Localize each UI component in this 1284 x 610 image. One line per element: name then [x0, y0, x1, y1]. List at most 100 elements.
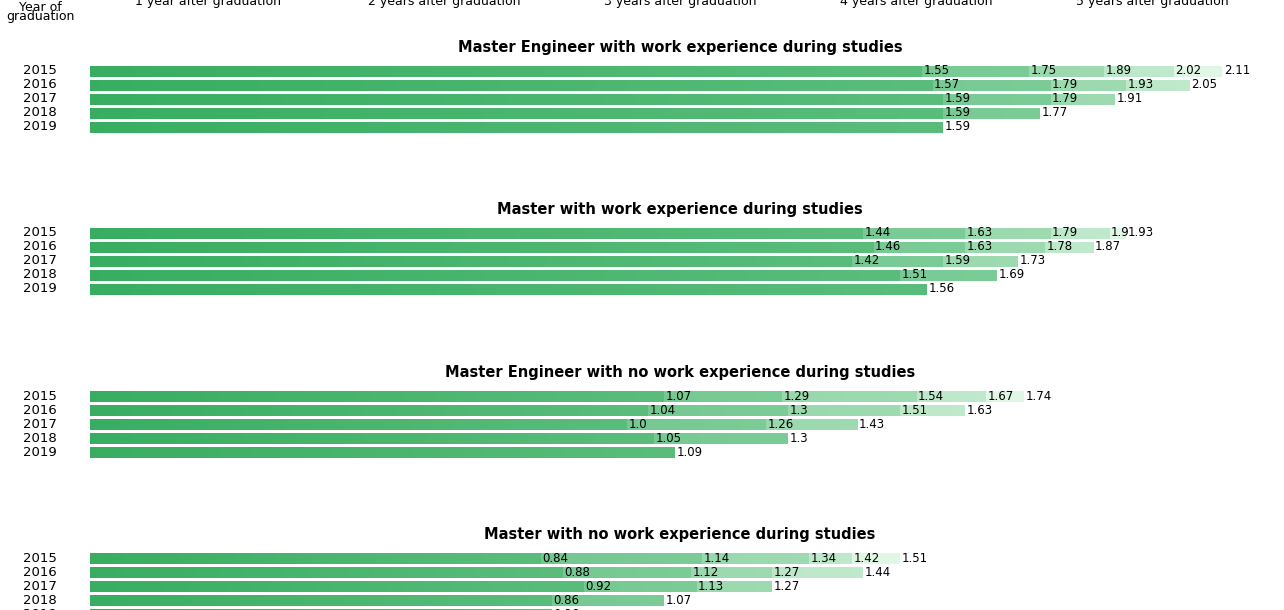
Bar [698, 228, 709, 239]
Bar [496, 121, 506, 132]
Bar [221, 107, 232, 118]
Bar [1097, 228, 1109, 239]
Bar [164, 418, 171, 429]
Bar [524, 567, 534, 578]
Bar [413, 256, 424, 267]
Bar [361, 609, 367, 610]
Bar [322, 553, 334, 564]
Bar [1026, 93, 1039, 104]
Bar [217, 418, 226, 429]
Bar [433, 256, 443, 267]
Bar [909, 228, 921, 239]
Bar [90, 553, 100, 564]
Bar [628, 581, 636, 592]
Bar [473, 65, 487, 76]
Bar [541, 418, 551, 429]
Bar [280, 65, 293, 76]
Bar [642, 256, 652, 267]
Bar [603, 432, 611, 443]
Bar [854, 242, 864, 253]
Text: Master with no work experience during studies: Master with no work experience during st… [484, 527, 876, 542]
Bar [521, 65, 534, 76]
Bar [134, 404, 143, 415]
Bar [452, 228, 466, 239]
Bar [100, 404, 110, 415]
Bar [329, 567, 338, 578]
Bar [684, 418, 695, 429]
Bar [582, 93, 594, 104]
Bar [308, 93, 321, 104]
Bar [169, 390, 177, 401]
Bar [880, 65, 891, 76]
Bar [823, 256, 833, 267]
Bar [548, 567, 556, 578]
Bar [661, 65, 673, 76]
Bar [412, 404, 421, 415]
Bar [141, 228, 155, 239]
Bar [377, 553, 384, 564]
Bar [523, 609, 529, 610]
Bar [380, 567, 389, 578]
Bar [900, 65, 912, 76]
Bar [835, 93, 846, 104]
Bar [132, 79, 143, 90]
Bar [160, 65, 176, 76]
Bar [298, 553, 304, 564]
Bar [600, 242, 610, 253]
Bar [276, 418, 285, 429]
Bar [413, 270, 425, 281]
Bar [556, 270, 566, 281]
Bar [596, 553, 607, 564]
Bar [483, 228, 494, 239]
Bar [564, 390, 571, 401]
Bar [661, 256, 672, 267]
Bar [711, 79, 724, 90]
Bar [303, 121, 315, 132]
Bar [561, 432, 570, 443]
Bar [357, 256, 367, 267]
Bar [377, 418, 388, 429]
Bar [204, 256, 214, 267]
Bar [276, 242, 286, 253]
Bar [90, 270, 101, 281]
Bar [836, 121, 847, 132]
Bar [560, 404, 571, 415]
Bar [641, 404, 648, 415]
Bar [411, 404, 419, 415]
Bar [555, 418, 564, 429]
Bar [374, 270, 385, 281]
Bar [705, 242, 718, 253]
Bar [90, 447, 98, 458]
Bar [203, 553, 209, 564]
Bar [116, 65, 128, 76]
Bar [538, 93, 548, 104]
Bar [740, 256, 751, 267]
Bar [601, 256, 612, 267]
Bar [334, 256, 345, 267]
Bar [583, 65, 594, 76]
Bar [139, 404, 146, 415]
Bar [628, 595, 636, 606]
Bar [922, 107, 932, 118]
Bar [732, 390, 743, 401]
Bar [408, 567, 415, 578]
Bar [362, 228, 375, 239]
Bar [804, 256, 815, 267]
Bar [225, 553, 231, 564]
Bar [918, 228, 931, 239]
Bar [389, 228, 399, 239]
Bar [557, 390, 566, 401]
Bar [752, 432, 761, 443]
Bar [977, 65, 990, 76]
Bar [226, 390, 234, 401]
Bar [779, 242, 792, 253]
Bar [205, 595, 212, 606]
Bar [107, 567, 116, 578]
Bar [389, 256, 399, 267]
Bar [550, 404, 560, 415]
Text: 1 year after graduation: 1 year after graduation [135, 0, 281, 8]
Bar [407, 242, 419, 253]
Bar [523, 390, 532, 401]
Bar [824, 390, 837, 401]
Bar [90, 418, 100, 429]
